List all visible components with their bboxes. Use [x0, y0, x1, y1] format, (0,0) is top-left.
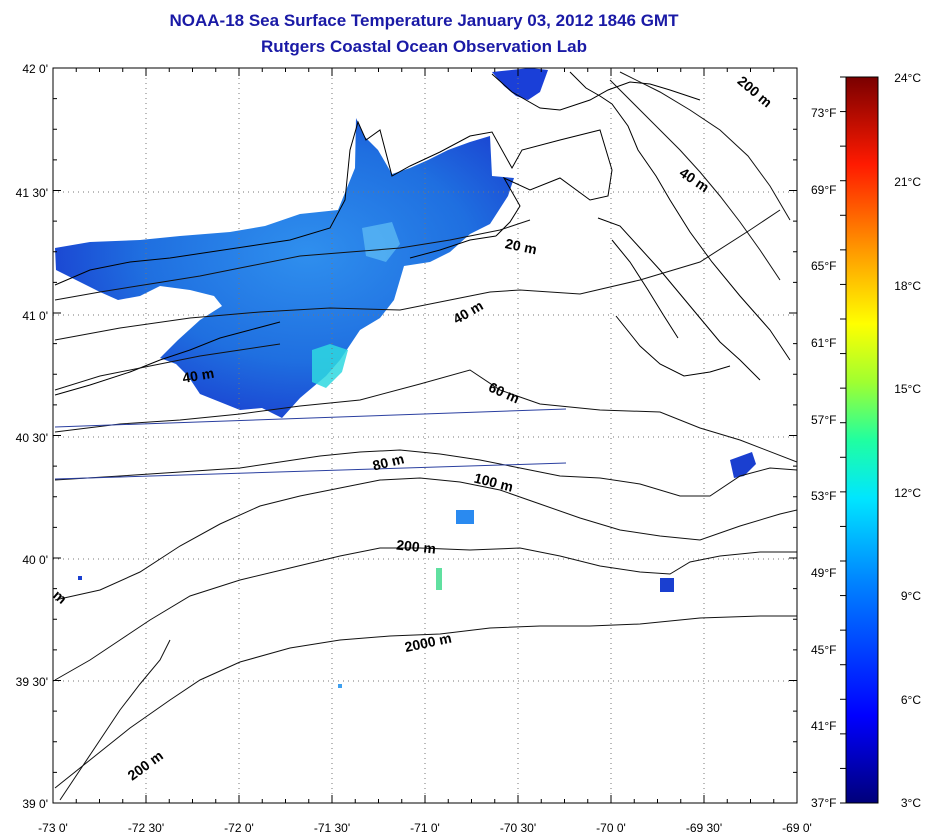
- lon-label-69-30: -69 30': [686, 821, 722, 835]
- contour-200m-ne: [619, 71, 791, 221]
- contour-60m: [54, 369, 797, 463]
- contour-label-200m: 200 m: [396, 537, 437, 557]
- cb-c-24: 24°C: [894, 71, 921, 85]
- lat-label-40-30: 40 30': [16, 431, 48, 445]
- cb-f-73: 73°F: [811, 106, 836, 120]
- cb-f-57: 57°F: [811, 413, 836, 427]
- contour-label-40m-b: 40 m: [181, 365, 215, 386]
- colorbar-gradient: [845, 76, 879, 804]
- lon-label-72: -72 0': [224, 821, 254, 835]
- lon-label-71: -71 0': [410, 821, 440, 835]
- contour-2000m: [54, 615, 797, 789]
- contour-40m-a: [54, 209, 781, 341]
- cb-f-53: 53°F: [811, 489, 836, 503]
- graticule: [53, 68, 797, 803]
- sst-pixel-4: [78, 576, 82, 580]
- contour-20m: [54, 219, 531, 301]
- sst-pixel-2: [436, 568, 442, 590]
- lat-label-41-30: 41 30': [16, 186, 48, 200]
- lat-label-42: 42 0': [22, 62, 48, 76]
- sst-patch-main: [55, 118, 514, 418]
- cb-c-18: 18°C: [894, 279, 921, 293]
- sst-pixel-1: [456, 510, 474, 524]
- sst-patch-north: [492, 68, 548, 100]
- cb-c-15: 15°C: [894, 382, 921, 396]
- lon-label-70: -70 0': [596, 821, 626, 835]
- cb-c-6: 6°C: [901, 693, 921, 707]
- cb-f-45: 45°F: [811, 643, 836, 657]
- cb-c-12: 12°C: [894, 486, 921, 500]
- lat-label-39-30: 39 30': [16, 675, 48, 689]
- lon-label-72-30: -72 30': [128, 821, 164, 835]
- sst-pixel-5: [338, 684, 342, 688]
- sst-coverage: [55, 68, 756, 688]
- sst-patch-east: [730, 452, 756, 478]
- contour-40m-b: [54, 343, 281, 391]
- latitude-labels: 42 0' 41 30' 41 0' 40 30' 40 0' 39 30' 3…: [16, 62, 48, 811]
- lon-label-70-30: -70 30': [500, 821, 536, 835]
- longitude-labels: -73 0' -72 30' -72 0' -71 30' -71 0' -70…: [38, 821, 812, 835]
- lat-label-41: 41 0': [22, 309, 48, 323]
- sst-pixel-3: [660, 578, 674, 592]
- contour-100m: [54, 477, 797, 601]
- contour-40m-ne: [609, 79, 781, 281]
- lon-label-69: -69 0': [782, 821, 812, 835]
- contour-label-80m: 80 m: [371, 450, 406, 473]
- contour-80m: [54, 449, 797, 497]
- cb-c-9: 9°C: [901, 589, 921, 603]
- contour-200m-sw: [59, 639, 171, 801]
- map-panel: 20 m 40 m 40 m 60 m 80 m 100 m 200 m 200…: [53, 68, 797, 803]
- track-lines: [54, 408, 567, 480]
- colorbar-fahrenheit-labels: 73°F 69°F 65°F 61°F 57°F 53°F 49°F 45°F …: [811, 106, 836, 810]
- sst-patch-cyan: [312, 344, 348, 388]
- cb-f-41: 41°F: [811, 719, 836, 733]
- lon-label-71-30: -71 30': [314, 821, 350, 835]
- cb-f-65: 65°F: [811, 259, 836, 273]
- cb-c-21: 21°C: [894, 175, 921, 189]
- cb-f-49: 49°F: [811, 566, 836, 580]
- colorbar-celsius-labels: 24°C 21°C 18°C 15°C 12°C 9°C 6°C 3°C: [894, 71, 921, 810]
- sst-patch-light: [362, 222, 400, 262]
- lat-label-39: 39 0': [22, 797, 48, 811]
- coastline: [54, 71, 791, 396]
- frame-ticks: [52, 67, 798, 804]
- cb-f-61: 61°F: [811, 336, 836, 350]
- cb-f-69: 69°F: [811, 183, 836, 197]
- bathymetry-contours: [54, 71, 797, 801]
- contour-label-20m: 20 m: [504, 235, 539, 257]
- figure-title: NOAA-18 Sea Surface Temperature January …: [170, 11, 680, 30]
- figure-subtitle: Rutgers Coastal Ocean Observation Lab: [261, 37, 587, 56]
- cb-f-37: 37°F: [811, 796, 836, 810]
- lat-label-40: 40 0': [22, 553, 48, 567]
- contour-200m: [54, 547, 797, 681]
- lon-label-73: -73 0': [38, 821, 68, 835]
- colorbar: 24°C 21°C 18°C 15°C 12°C 9°C 6°C 3°C 73°…: [811, 71, 921, 810]
- cb-c-3: 3°C: [901, 796, 921, 810]
